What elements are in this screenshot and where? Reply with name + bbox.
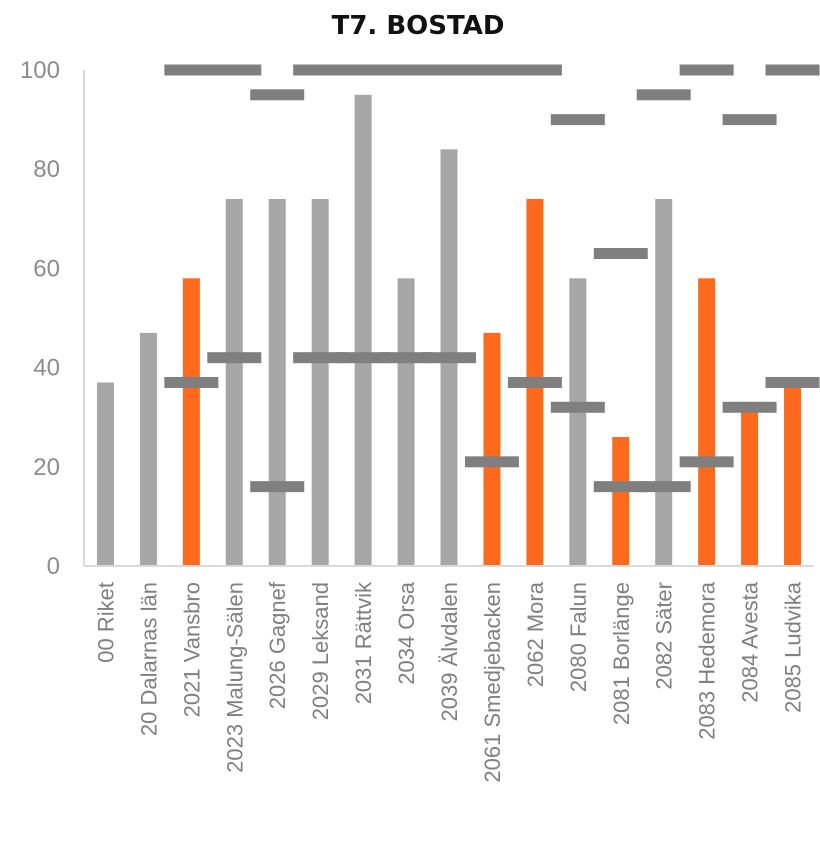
range-marker xyxy=(722,401,777,413)
bars xyxy=(96,94,802,567)
range-marker xyxy=(336,352,391,364)
x-category-label: 20 Dalarnas län xyxy=(136,582,161,736)
range-marker xyxy=(765,64,820,76)
x-category-label: 2061 Smedjebacken xyxy=(480,582,505,783)
x-category-label: 2034 Orsa xyxy=(394,581,419,684)
x-category-label: 2026 Gagnef xyxy=(265,581,290,709)
range-marker xyxy=(422,64,476,76)
category-labels: 00 Riket 20 Dalarnas län 2021 Vansbro 2023 … xyxy=(93,581,805,783)
bar xyxy=(225,198,243,566)
range-marker xyxy=(164,376,219,388)
y-axis-ticks: 0 20 40 60 80 100 xyxy=(20,57,60,580)
range-marker xyxy=(636,481,691,493)
bar xyxy=(139,332,157,566)
range-marker xyxy=(422,352,476,364)
bar xyxy=(612,437,630,566)
x-category-label: 2081 Borlänge xyxy=(609,582,634,725)
x-category-label: 2029 Leksand xyxy=(308,582,333,720)
range-marker xyxy=(207,64,262,76)
range-marker xyxy=(507,64,562,76)
bar xyxy=(182,278,200,566)
range-marker xyxy=(207,352,262,364)
range-marker xyxy=(336,64,391,76)
range-marker xyxy=(765,376,820,388)
range-marker xyxy=(379,352,434,364)
range-marker xyxy=(293,352,348,364)
range-marker xyxy=(636,89,691,101)
y-tick-label: 60 xyxy=(33,255,60,282)
bar xyxy=(96,382,114,566)
range-marker xyxy=(464,64,519,76)
range-marker xyxy=(507,376,562,388)
y-tick-label: 0 xyxy=(47,553,60,580)
range-marker xyxy=(550,114,605,126)
x-category-label: 2039 Älvdalen xyxy=(437,582,462,721)
y-tick-label: 20 xyxy=(33,454,60,481)
range-marker xyxy=(379,64,434,76)
bar xyxy=(311,198,329,566)
x-category-label: 2085 Ludvika xyxy=(781,581,806,713)
y-tick-label: 80 xyxy=(33,156,60,183)
x-category-label: 2021 Vansbro xyxy=(179,582,204,717)
bar xyxy=(569,278,587,566)
x-category-label: 2031 Rättvik xyxy=(351,581,376,704)
x-category-label: 2023 Malung-Sälen xyxy=(222,582,247,773)
x-category-label: 2084 Avesta xyxy=(738,581,763,702)
bar xyxy=(741,412,759,566)
range-marker xyxy=(679,64,734,76)
x-category-label: 2083 Hedemora xyxy=(695,581,720,740)
bar xyxy=(655,198,673,566)
x-category-label: 00 Riket xyxy=(93,582,118,663)
bar xyxy=(698,278,716,566)
y-tick-label: 100 xyxy=(20,57,60,84)
bar xyxy=(784,382,802,566)
chart-title: T7. BOSTAD xyxy=(332,11,505,41)
range-marker xyxy=(550,401,605,413)
range-marker xyxy=(293,64,348,76)
range-markers xyxy=(164,64,820,493)
bar xyxy=(268,198,286,566)
bar xyxy=(397,278,415,566)
y-tick-label: 40 xyxy=(33,355,60,382)
bar xyxy=(483,332,501,566)
x-category-label: 2062 Mora xyxy=(523,581,548,687)
range-marker xyxy=(593,248,648,260)
x-category-label: 2082 Säter xyxy=(652,582,677,690)
bar xyxy=(354,94,372,567)
range-marker xyxy=(593,481,648,493)
x-category-label: 2080 Falun xyxy=(566,582,591,692)
range-marker xyxy=(250,89,305,101)
range-marker xyxy=(464,456,519,468)
range-marker xyxy=(164,64,219,76)
range-marker xyxy=(250,481,305,493)
range-marker xyxy=(722,114,777,126)
range-marker xyxy=(679,456,734,468)
